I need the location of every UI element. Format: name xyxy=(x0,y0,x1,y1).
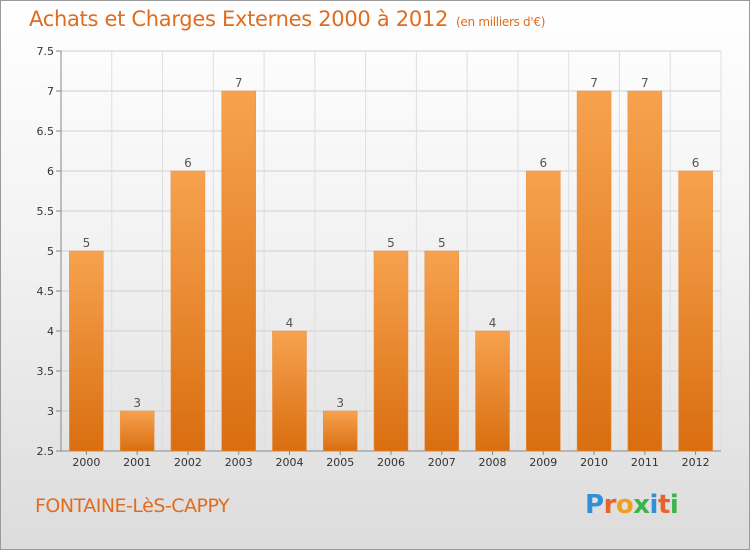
y-tick-label: 2.5 xyxy=(37,445,55,458)
logo-letter: r xyxy=(603,490,617,520)
bar-2006[interactable] xyxy=(373,250,409,452)
data-label-2009: 6 xyxy=(539,156,547,170)
data-label-2003: 7 xyxy=(235,76,243,90)
y-tick-label: 5.5 xyxy=(37,205,55,218)
y-tick-label: 7 xyxy=(47,85,54,98)
data-label-2004: 4 xyxy=(286,316,294,330)
chart-title: Achats et Charges Externes 2000 à 2012 (e… xyxy=(29,7,545,31)
data-label-2000: 5 xyxy=(83,236,91,250)
bar-2011[interactable] xyxy=(627,90,663,452)
bar-2005[interactable] xyxy=(322,410,358,452)
x-tick-label: 2011 xyxy=(631,456,659,469)
y-tick-label: 6 xyxy=(47,165,54,178)
x-tick-label: 2010 xyxy=(580,456,608,469)
logo-letter: i xyxy=(669,490,679,520)
data-label-2006: 5 xyxy=(387,236,395,250)
x-tick-label: 2001 xyxy=(123,456,151,469)
x-tick-label: 2009 xyxy=(529,456,557,469)
labels: 2.5 3 3.5 4 4.5 5 5.5 6 6.5 7 7.5 5 2000 3 2001 6 2002 7 2… xyxy=(37,45,710,469)
y-tick-label: 4 xyxy=(47,325,54,338)
bar-2010[interactable] xyxy=(576,90,612,452)
x-tick-label: 2006 xyxy=(377,456,405,469)
data-label-2012: 6 xyxy=(692,156,700,170)
y-tick-label: 7.5 xyxy=(37,45,55,58)
x-tick-label: 2005 xyxy=(326,456,354,469)
y-tick-label: 5 xyxy=(47,245,54,258)
data-label-2011: 7 xyxy=(641,76,649,90)
bars xyxy=(69,90,713,452)
data-label-2001: 3 xyxy=(133,396,141,410)
x-tick-label: 2004 xyxy=(275,456,303,469)
commune-name: FONTAINE-LèS-CAPPY xyxy=(35,495,230,517)
data-label-2010: 7 xyxy=(590,76,598,90)
bar-2000[interactable] xyxy=(69,250,104,452)
bar-2008[interactable] xyxy=(475,330,510,452)
bar-2004[interactable] xyxy=(272,330,307,452)
y-tick-label: 6.5 xyxy=(37,125,55,138)
bar-2007[interactable] xyxy=(424,250,460,452)
bar-2012[interactable] xyxy=(678,170,713,452)
unit-label: (en milliers d'€) xyxy=(456,15,546,29)
bar-2001[interactable] xyxy=(119,410,155,452)
y-tick-label: 3 xyxy=(47,405,54,418)
title-text: Achats et Charges Externes 2000 à 2012 xyxy=(29,7,449,31)
x-tick-label: 2003 xyxy=(225,456,253,469)
x-tick-label: 2002 xyxy=(174,456,202,469)
logo-letter: i xyxy=(649,490,659,520)
data-label-2007: 5 xyxy=(438,236,446,250)
logo-letter: x xyxy=(633,490,650,520)
logo-letter: o xyxy=(615,490,634,520)
logo-letter: P xyxy=(585,490,604,520)
x-tick-label: 2000 xyxy=(72,456,100,469)
bar-2002[interactable] xyxy=(170,170,206,452)
y-tick-label: 4.5 xyxy=(37,285,55,298)
bar-2009[interactable] xyxy=(526,170,561,452)
x-tick-label: 2007 xyxy=(428,456,456,469)
y-tick-label: 3.5 xyxy=(37,365,55,378)
logo-letter: t xyxy=(657,490,670,520)
data-label-2008: 4 xyxy=(489,316,497,330)
data-label-2002: 6 xyxy=(184,156,192,170)
bar-2003[interactable] xyxy=(221,90,256,452)
data-label-2005: 3 xyxy=(336,396,344,410)
x-tick-label: 2008 xyxy=(479,456,507,469)
x-tick-label: 2012 xyxy=(682,456,710,469)
proxiti-logo[interactable]: Proxiti xyxy=(585,490,679,520)
